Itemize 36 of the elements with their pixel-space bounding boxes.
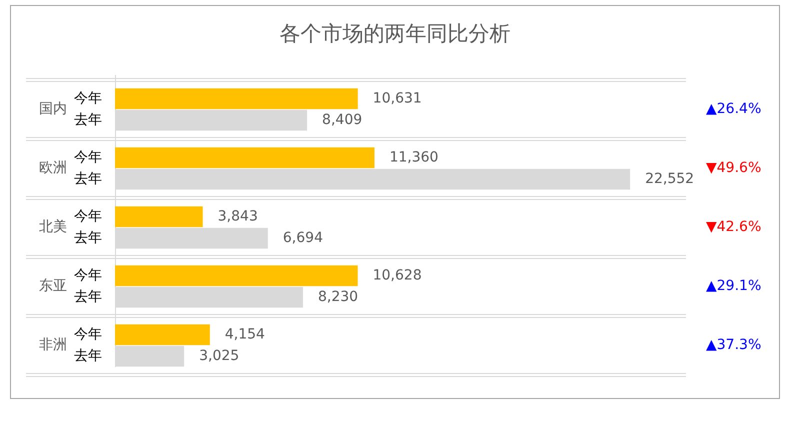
bar bbox=[115, 206, 203, 228]
text: 今年 bbox=[74, 326, 102, 342]
series-label: 今年 bbox=[74, 90, 102, 106]
text: ▼49.6% bbox=[706, 160, 762, 176]
text: ▲37.3% bbox=[706, 337, 762, 354]
chart-title: 各个市场的两年同比分析 bbox=[280, 21, 510, 46]
text: ▲29.1% bbox=[706, 278, 762, 294]
data-label: 8,230 bbox=[318, 288, 358, 305]
text: ▲26.4% bbox=[706, 101, 762, 118]
text: 今年 bbox=[74, 149, 102, 166]
data-label: 10,631 bbox=[372, 90, 422, 106]
data-label: 4,154 bbox=[224, 326, 266, 342]
data-label: 3,843 bbox=[218, 208, 258, 224]
text: 去年 bbox=[74, 230, 102, 246]
bar bbox=[115, 265, 358, 286]
y-tick-label: 国内 bbox=[39, 101, 67, 118]
y-tick-label: 东亚 bbox=[39, 278, 67, 294]
y-tick-label: 非洲 bbox=[39, 337, 67, 354]
data-label: 6,694 bbox=[282, 230, 324, 246]
series-label: 去年 bbox=[74, 112, 102, 128]
y-tick-label: 北美 bbox=[39, 219, 67, 236]
bar bbox=[115, 88, 358, 110]
data-label: 11,360 bbox=[389, 149, 438, 166]
bar bbox=[115, 324, 210, 346]
data-label: 8,409 bbox=[322, 112, 362, 128]
text: 今年 bbox=[74, 208, 102, 224]
y-tick-label: 欧洲 bbox=[39, 160, 67, 176]
bar bbox=[115, 147, 374, 168]
data-label: 22,552 bbox=[645, 170, 694, 187]
text: 今年 bbox=[74, 267, 102, 284]
text: ▼42.6% bbox=[706, 219, 762, 236]
data-label: 3,025 bbox=[199, 348, 240, 364]
text: 去年 bbox=[74, 348, 102, 364]
data-label: 10,628 bbox=[372, 267, 422, 284]
text: 去年 bbox=[74, 170, 102, 187]
text: 去年 bbox=[74, 288, 102, 305]
